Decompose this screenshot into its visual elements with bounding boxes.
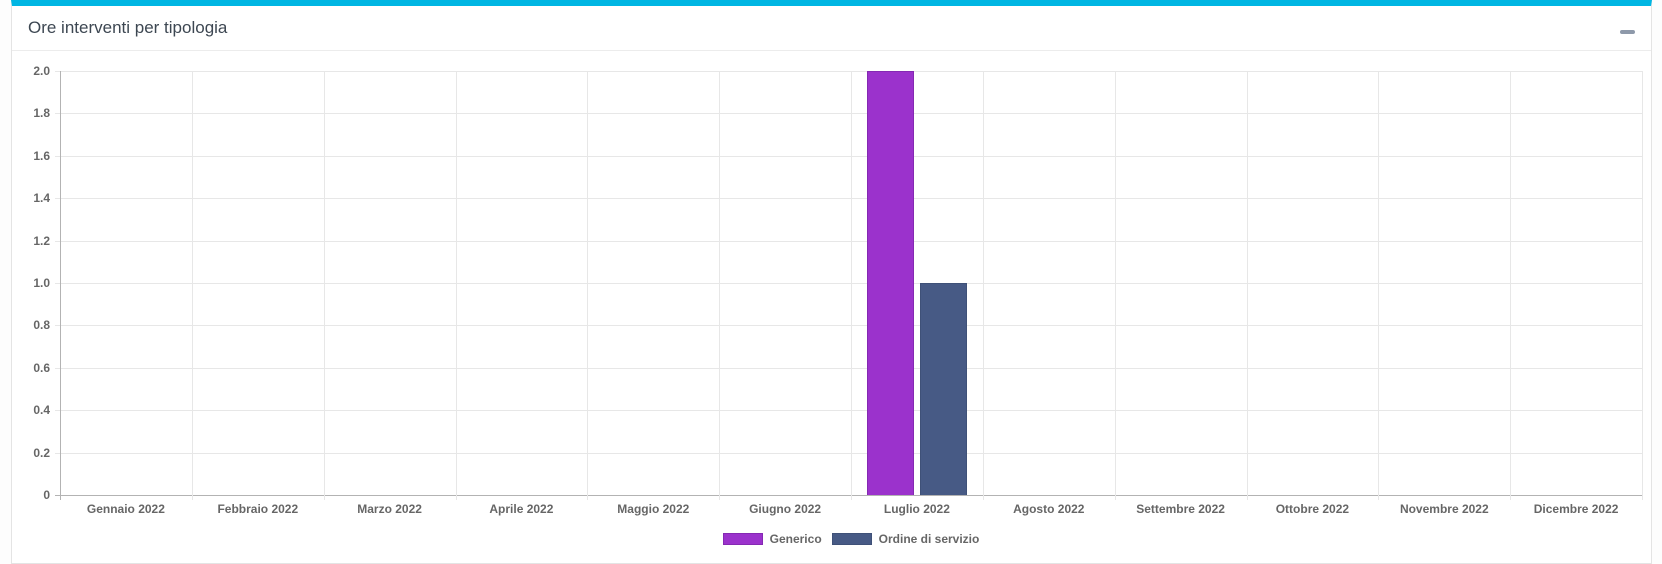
v-gridline [1378, 71, 1380, 500]
h-gridline [55, 367, 1642, 369]
bar-chart: 2.0 1.8 1.6 1.4 1.2 1.0 0.8 0.6 0.4 0.2 0 Gennaio 2… [12, 51, 1651, 563]
x-tick-label: Gennaio 2022 [86, 502, 165, 516]
h-gridline [55, 240, 1642, 242]
page-title: Ore interventi per tipologia [28, 18, 228, 37]
h-gridline [55, 325, 1642, 327]
v-gridline [191, 71, 193, 500]
x-tick-label: Ottobre 2022 [1275, 502, 1350, 516]
x-tick-label: Novembre 2022 [1399, 502, 1489, 516]
legend-item-generico[interactable]: Generico [722, 532, 822, 546]
v-gridline [587, 71, 589, 500]
h-gridline [55, 113, 1642, 115]
h-gridline [55, 410, 1642, 412]
y-tick-label: 0.4 [33, 403, 50, 418]
y-tick-label: 1.4 [33, 191, 50, 206]
bar-ordine-di-servizio[interactable] [919, 283, 968, 495]
x-tick-label: Aprile 2022 [489, 502, 554, 516]
x-axis-line [55, 495, 1642, 496]
x-tick-label: Marzo 2022 [357, 502, 422, 516]
x-tick-label: Agosto 2022 [1013, 502, 1085, 516]
v-gridline [982, 71, 984, 500]
x-tick-label: Dicembre 2022 [1533, 502, 1619, 516]
legend-item-ordine-di-servizio[interactable]: Ordine di servizio [831, 532, 980, 546]
x-tick-label: Luglio 2022 [883, 502, 950, 516]
legend-label: Generico [769, 532, 822, 546]
y-tick-label: 0.8 [33, 318, 50, 333]
y-tick-label: 0.6 [33, 360, 50, 375]
y-tick-label: 1.0 [33, 276, 50, 290]
card-header: Ore interventi per tipologia [12, 6, 1651, 51]
legend-swatch-ordine-di-servizio [831, 533, 872, 545]
y-axis-line [60, 71, 61, 500]
v-gridline [323, 71, 325, 500]
x-tick-label: Giugno 2022 [749, 502, 822, 516]
x-tick-label: Maggio 2022 [617, 502, 690, 516]
v-gridline [1114, 71, 1116, 500]
y-tick-label: 1.8 [33, 106, 50, 121]
chart-legend: Generico Ordine di servizio [60, 531, 1642, 547]
legend-swatch-generico [722, 533, 763, 545]
v-gridline [851, 71, 852, 500]
v-gridline [1642, 71, 1643, 500]
v-gridline [1246, 71, 1248, 500]
minus-icon [1619, 29, 1635, 34]
collapse-button[interactable] [1615, 16, 1639, 38]
v-gridline [719, 71, 721, 500]
h-gridline [55, 452, 1642, 454]
y-tick-label: 1.2 [33, 233, 50, 248]
v-gridline [1510, 71, 1512, 500]
y-tick-label: 2.0 [33, 64, 50, 78]
h-gridline [55, 155, 1642, 157]
legend-label: Ordine di servizio [878, 532, 980, 546]
chart-card: Ore interventi per tipologia 2.0 1.8 1.6 1.… [11, 0, 1652, 564]
v-gridline [455, 71, 457, 500]
h-gridline [55, 283, 1642, 284]
y-tick-label: 0.2 [33, 445, 50, 460]
y-tick-label: 1.6 [33, 148, 50, 163]
y-tick-label: 0 [43, 488, 50, 502]
h-gridline [55, 198, 1642, 200]
x-tick-label: Febbraio 2022 [217, 502, 299, 516]
h-gridline [55, 71, 1642, 72]
bar-generico[interactable] [866, 71, 915, 495]
x-tick-label: Settembre 2022 [1136, 502, 1225, 516]
